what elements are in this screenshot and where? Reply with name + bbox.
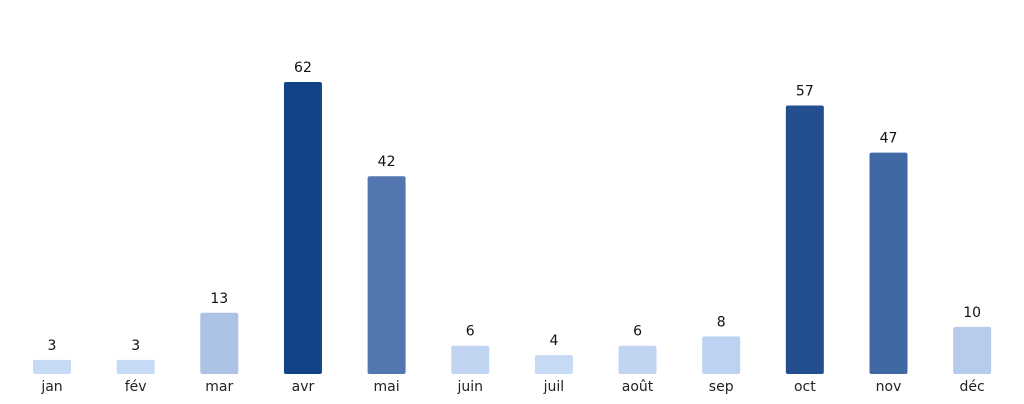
value-label-oct: 57 bbox=[796, 84, 814, 100]
x-tick-label-jan: jan bbox=[40, 379, 62, 395]
x-tick-label-nov: nov bbox=[876, 379, 902, 395]
bar-jan bbox=[33, 359, 71, 374]
x-tick-label-oct: oct bbox=[794, 379, 816, 395]
value-labels-group: 3 3 13 62 42 6 4 6 8 57 47 10 bbox=[48, 60, 982, 354]
x-tick-label-mar: mar bbox=[205, 379, 233, 395]
value-label-avr: 62 bbox=[294, 60, 312, 76]
value-label-fev: 3 bbox=[131, 338, 140, 354]
bar-mar bbox=[200, 312, 239, 374]
bar-juin bbox=[451, 345, 490, 374]
x-tick-label-juin: juin bbox=[456, 379, 483, 395]
value-label-nov: 47 bbox=[880, 131, 898, 147]
bar-dec bbox=[953, 326, 992, 374]
value-label-aout: 6 bbox=[633, 324, 642, 340]
x-tick-labels-group: jan fév mar avr mai juin juil août sep oct nov déc bbox=[40, 379, 984, 395]
bar-oct bbox=[785, 105, 824, 375]
x-tick-label-juil: juil bbox=[543, 379, 565, 395]
bar-nov bbox=[869, 152, 908, 374]
value-label-juin: 6 bbox=[466, 324, 475, 340]
value-label-mar: 13 bbox=[210, 291, 228, 307]
bar-juil bbox=[534, 355, 573, 374]
bars-group bbox=[33, 82, 992, 375]
bar-mai bbox=[367, 176, 406, 374]
x-tick-label-fev: fév bbox=[125, 379, 147, 395]
bar-avr bbox=[283, 82, 322, 374]
value-label-mai: 42 bbox=[378, 154, 396, 170]
value-label-dec: 10 bbox=[963, 305, 981, 321]
x-tick-label-aout: août bbox=[622, 379, 654, 395]
x-tick-label-mai: mai bbox=[374, 379, 400, 395]
x-tick-label-avr: avr bbox=[292, 379, 315, 395]
bar-sep bbox=[702, 336, 741, 374]
value-label-sep: 8 bbox=[717, 314, 726, 330]
value-label-juil: 4 bbox=[549, 333, 558, 349]
bar-aout bbox=[618, 345, 657, 374]
value-label-jan: 3 bbox=[48, 338, 57, 354]
bar-fev bbox=[116, 359, 155, 374]
x-tick-label-sep: sep bbox=[709, 379, 734, 395]
x-tick-label-dec: déc bbox=[960, 379, 985, 395]
